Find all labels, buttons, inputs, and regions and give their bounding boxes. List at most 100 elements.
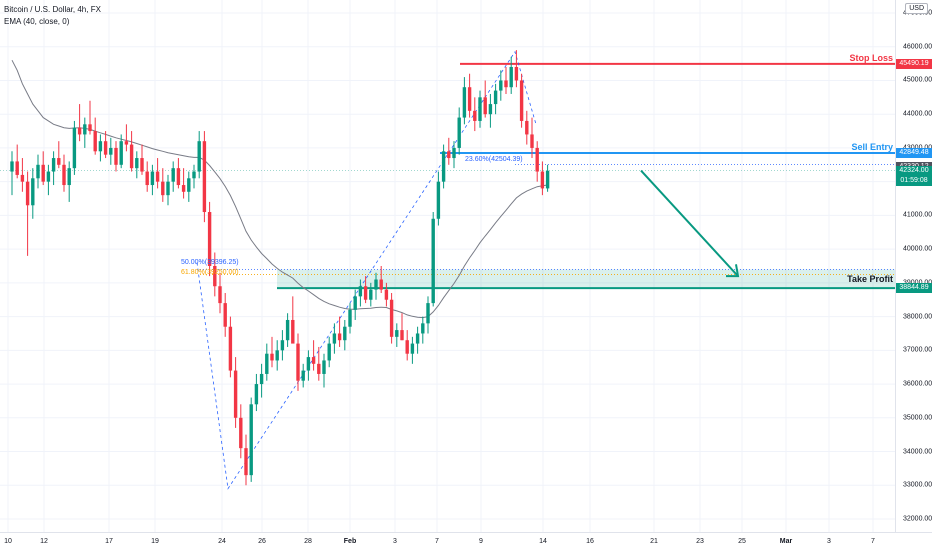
candle-body — [514, 66, 519, 81]
candle-body — [415, 333, 420, 344]
fib-236-label: 23.60%(42504.39) — [465, 155, 523, 163]
price-tick: 34000.00 — [903, 448, 932, 456]
candle-body — [421, 323, 425, 334]
fib-618-label: 61.80%(39250.00) — [181, 269, 239, 277]
ema-polyline — [11, 59, 548, 319]
candle-body — [363, 286, 368, 300]
candle-body — [379, 279, 383, 290]
candle-body — [285, 319, 290, 341]
ema-line — [11, 59, 548, 319]
candle-body — [223, 303, 227, 327]
time-tick: 24 — [218, 538, 226, 545]
candle-body — [254, 384, 259, 405]
candle-body — [410, 343, 415, 354]
candle-body — [109, 147, 113, 155]
candle-body — [140, 158, 144, 172]
candle-body — [270, 353, 274, 361]
time-tick: 17 — [105, 538, 113, 545]
candle-body — [306, 357, 311, 371]
candle-body — [25, 181, 30, 206]
candle-body — [358, 286, 363, 297]
time-tick: 16 — [586, 538, 594, 545]
candle-body — [462, 87, 467, 118]
candle-body — [239, 417, 243, 449]
candle-body — [519, 80, 524, 121]
candle-body — [431, 218, 435, 304]
projection-arrow — [640, 169, 740, 278]
time-tick: 7 — [435, 538, 439, 545]
candle-body — [36, 164, 40, 179]
candle-body — [535, 147, 539, 172]
candle-body — [114, 147, 118, 165]
candle-body — [259, 373, 264, 385]
candle-body — [343, 326, 347, 341]
candle-body — [10, 161, 14, 172]
candle-body — [83, 124, 87, 135]
time-tick: 7 — [871, 538, 875, 545]
price-tick: 32000.00 — [903, 515, 932, 523]
fib-trend-line — [196, 50, 537, 490]
candle-body — [197, 141, 201, 172]
candle-body — [72, 127, 77, 169]
candle-body — [509, 66, 513, 88]
candle-body — [353, 296, 357, 310]
candle-body — [145, 171, 149, 186]
candle-body — [57, 158, 61, 165]
candle-body — [88, 124, 92, 132]
candle-body — [93, 131, 97, 152]
candle-body — [369, 289, 373, 300]
candle-body — [67, 168, 71, 186]
candle-body — [327, 343, 331, 361]
candle-body — [447, 151, 451, 159]
candle-body — [171, 168, 175, 182]
candle-body — [228, 326, 233, 371]
candle-body — [530, 134, 534, 148]
candle-body — [20, 174, 25, 182]
time-tick: 25 — [738, 538, 746, 545]
current-price-badge: 42324.00 01:59:08 — [896, 165, 932, 186]
time-tick: 19 — [151, 538, 159, 545]
candle-body — [150, 171, 155, 186]
candle-body — [15, 161, 19, 175]
price-tick: 45000.00 — [903, 76, 932, 84]
price-tick: 44000.00 — [903, 110, 932, 118]
bar-countdown: 01:59:08 — [900, 176, 928, 184]
candle-body — [233, 370, 238, 418]
candle-body — [457, 117, 461, 148]
candle-body — [301, 370, 305, 381]
candle-body — [348, 309, 352, 327]
candle-body — [244, 448, 248, 476]
price-tick: 38000.00 — [903, 313, 932, 321]
indicator-title[interactable]: EMA (40, close, 0) — [4, 17, 70, 26]
candle-body — [389, 299, 394, 337]
time-tick: 28 — [304, 538, 312, 545]
candle-body — [478, 97, 482, 121]
candle-body — [540, 171, 545, 189]
take-profit-label: Take Profit — [847, 274, 893, 285]
candle-body — [119, 141, 123, 165]
candle-body — [384, 289, 389, 300]
candle-body — [337, 333, 342, 341]
candle-body — [483, 97, 487, 115]
time-tick: 3 — [827, 538, 831, 545]
candle-body — [296, 343, 300, 381]
candle-body — [405, 340, 409, 354]
time-tick: 9 — [479, 538, 483, 545]
time-axis[interactable]: 10 12 17 19 24 26 28 Feb 3 7 9 14 16 21 23 25 Mar 3 7 — [0, 532, 932, 551]
candle-body — [46, 171, 51, 182]
trade-levels — [0, 62, 895, 290]
current-price: 42324.00 — [899, 166, 929, 174]
candle-body — [161, 181, 165, 196]
price-tick: 37000.00 — [903, 346, 932, 354]
candle-body — [473, 110, 477, 121]
candle-body — [129, 144, 134, 169]
time-tick: 21 — [650, 538, 658, 545]
price-axis[interactable]: 47000.0046000.0045000.0044000.0043000.00… — [895, 0, 932, 532]
candle-body — [504, 80, 508, 88]
price-tick: 46000.00 — [903, 43, 932, 51]
candle-body — [135, 158, 139, 169]
currency-badge[interactable]: USD — [905, 3, 928, 14]
candle-body — [311, 357, 316, 364]
symbol-title[interactable]: Bitcoin / U.S. Dollar, 4h, FX — [4, 5, 101, 14]
